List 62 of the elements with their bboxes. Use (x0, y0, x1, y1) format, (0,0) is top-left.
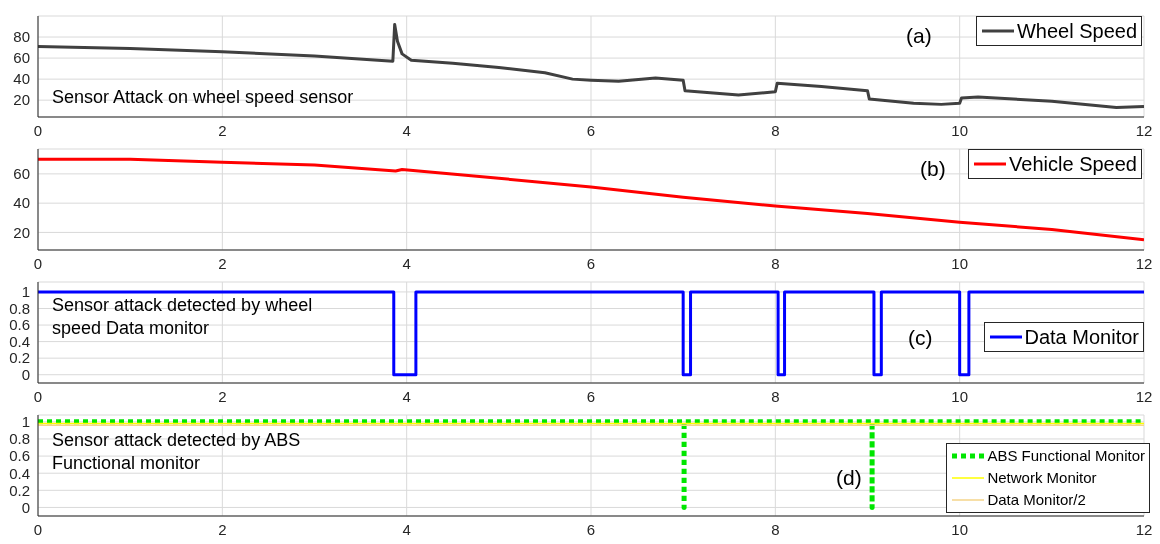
legend-label: Network Monitor (987, 468, 1097, 488)
y-tick-label: 0.8 (9, 430, 30, 448)
y-tick-label: 0.8 (9, 299, 30, 317)
annotation: (d) (836, 465, 862, 491)
x-tick-label: 6 (586, 254, 596, 272)
y-tick-label: 1 (21, 283, 30, 301)
legend-label: Wheel Speed (1016, 19, 1137, 44)
x-tick-label: 6 (586, 520, 596, 538)
legend-label: Data Monitor (1024, 325, 1139, 350)
y-tick-label: 0.6 (9, 447, 30, 465)
x-tick-label: 12 (1135, 254, 1153, 272)
x-tick-label: 8 (771, 520, 780, 538)
x-tick-label: 2 (218, 121, 227, 139)
y-tick-label: 0.6 (9, 316, 30, 334)
y-tick-label: 0.4 (9, 464, 30, 482)
y-tick-label: 1 (21, 413, 30, 431)
x-tick-label: 4 (402, 520, 411, 538)
annotation: Sensor Attack on wheel speed sensor (52, 86, 355, 109)
y-tick-label: 60 (13, 49, 30, 67)
x-tick-label: 8 (771, 121, 780, 139)
x-tick-label: 10 (951, 254, 969, 272)
y-tick-label: 40 (13, 70, 30, 88)
y-tick-label: 0.2 (9, 349, 30, 367)
x-tick-label: 12 (1135, 520, 1153, 538)
y-tick-label: 0.2 (9, 481, 30, 499)
annotation: (b) (920, 156, 946, 182)
x-tick-label: 4 (402, 254, 411, 272)
x-tick-label: 6 (586, 121, 596, 139)
x-tick-label: 8 (771, 387, 780, 405)
legend-label: ABS Functional Monitor (987, 446, 1145, 466)
x-tick-label: 10 (951, 121, 969, 139)
x-tick-label: 0 (33, 254, 43, 272)
x-tick-label: 2 (218, 254, 227, 272)
x-tick-label: 6 (586, 387, 596, 405)
y-tick-label: 0 (21, 498, 30, 516)
x-tick-label: 0 (33, 387, 43, 405)
y-tick-label: 0.4 (9, 332, 30, 350)
x-tick-label: 4 (402, 387, 411, 405)
x-tick-label: 12 (1135, 121, 1153, 139)
x-tick-label: 2 (218, 520, 227, 538)
y-tick-label: 20 (13, 223, 30, 241)
x-tick-label: 0 (33, 520, 43, 538)
y-tick-label: 60 (13, 165, 30, 183)
legend-label: Vehicle Speed (1009, 152, 1137, 177)
y-tick-label: 0 (21, 366, 30, 384)
x-tick-label: 8 (771, 254, 780, 272)
line-series (38, 22, 1144, 110)
y-tick-label: 40 (13, 194, 30, 212)
y-tick-label: 80 (13, 28, 30, 46)
line-series (38, 157, 1144, 242)
annotation: (a) (906, 23, 932, 49)
annotation: (c) (908, 325, 933, 351)
annotation: Sensor attack detected by wheel speed Data monitor (52, 294, 314, 341)
x-tick-label: 10 (951, 387, 969, 405)
x-tick-label: 4 (402, 121, 411, 139)
x-tick-label: 0 (33, 121, 43, 139)
y-tick-label: 20 (13, 91, 30, 109)
x-tick-label: 12 (1135, 387, 1153, 405)
annotation: Sensor attack detected by ABS Functional monitor (52, 429, 302, 476)
x-tick-label: 2 (218, 387, 227, 405)
x-tick-label: 10 (951, 520, 969, 538)
legend-label: Data Monitor/2 (987, 490, 1086, 510)
